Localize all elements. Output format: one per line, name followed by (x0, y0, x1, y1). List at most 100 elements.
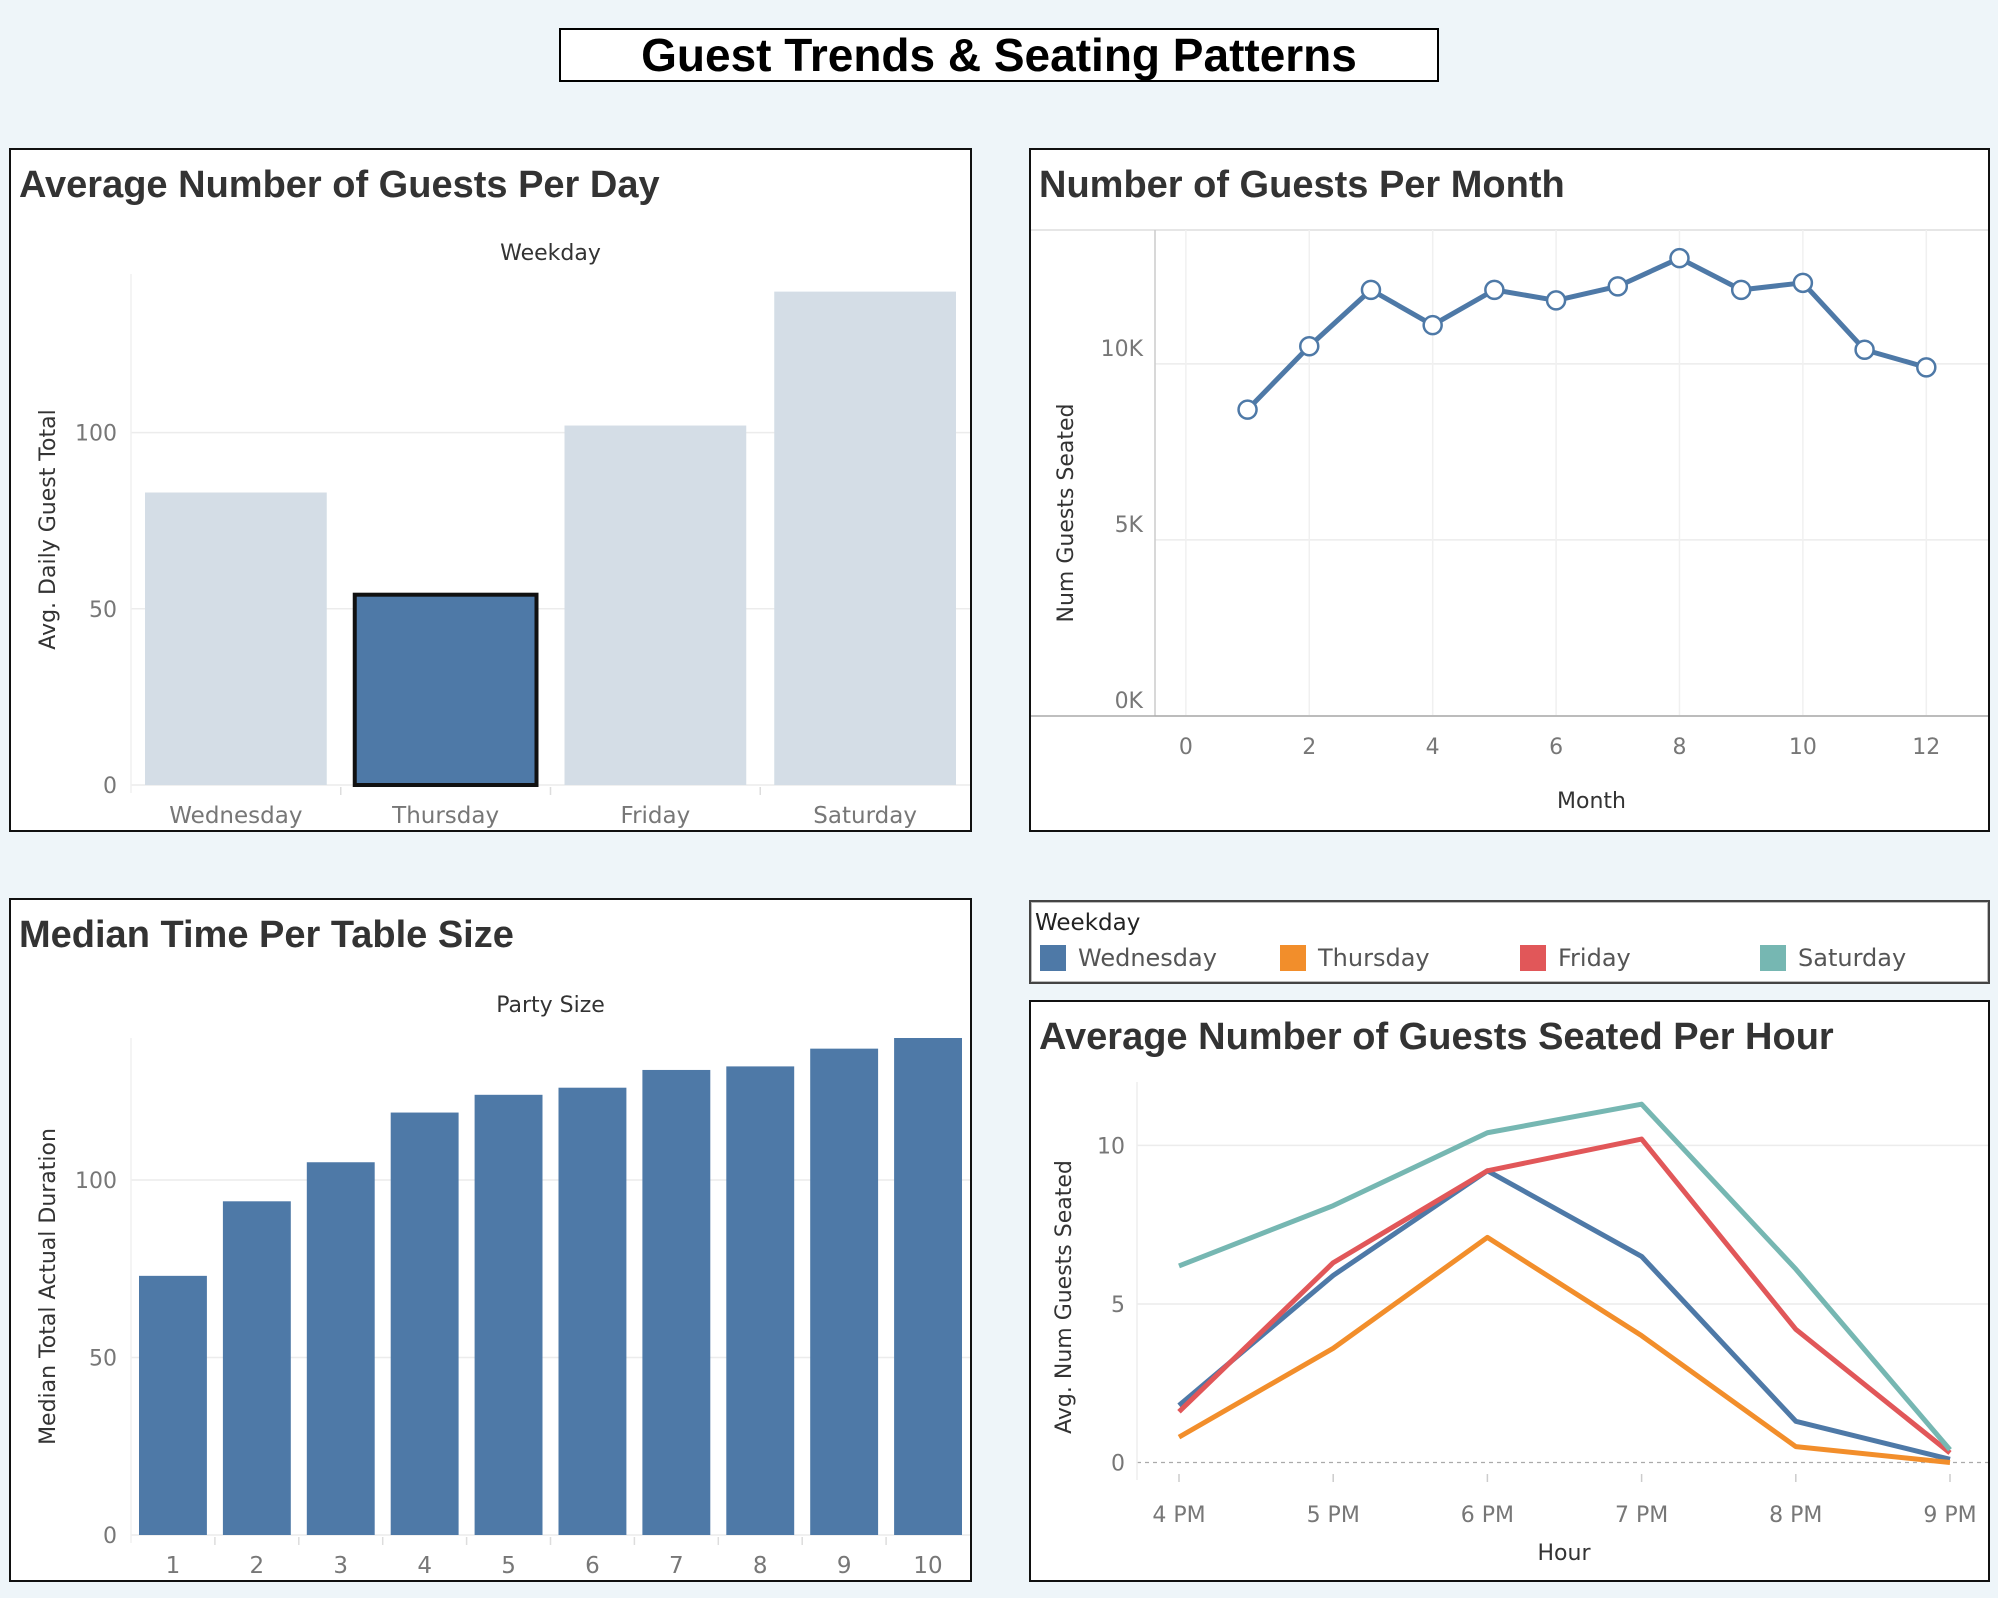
y-tick-label: 100 (75, 1169, 117, 1194)
legend-label: Thursday (1318, 944, 1430, 972)
x-tick-label: Friday (621, 803, 691, 829)
bar (810, 1048, 879, 1535)
data-point (1669, 247, 1690, 269)
bar (726, 1066, 795, 1535)
chart-guests-per-day: 0 50 100 Wednesday Thursday Friday Saturday Avg… (36, 241, 970, 829)
x-tick-label: 0 (1179, 735, 1193, 760)
x-axis-title: Month (1557, 789, 1626, 814)
x-tick-label: 4 (1426, 735, 1440, 760)
x-tick-label: 7 PM (1615, 1503, 1668, 1528)
x-tick-label: 8 (1672, 735, 1686, 760)
bar (774, 291, 956, 785)
x-tick-label: 6 (585, 1553, 600, 1579)
panel-guests-per-hour: Average Number of Guests Seated Per Hour… (1029, 1000, 1990, 1582)
bar (139, 1275, 207, 1535)
x-tick-label: 2 (1302, 735, 1316, 760)
y-axis-title: Median Total Actual Duration (36, 1128, 61, 1445)
data-point (1299, 335, 1320, 357)
y-tick-label: 0 (1111, 1451, 1125, 1476)
legend-swatch (1520, 945, 1546, 971)
y-tick-label: 0 (103, 774, 117, 799)
panel-title: Average Number of Guests Per Day (19, 164, 660, 206)
y-axis-title: Avg. Num Guests Seated (1052, 1160, 1077, 1434)
x-tick-label: 10 (1789, 735, 1817, 760)
x-tick-label: Saturday (813, 803, 917, 829)
panel-time-per-table: Median Time Per Table Size 0 50 100 1 2 3 4 5 6 7… (9, 898, 972, 1582)
x-tick-label: 9 PM (1923, 1503, 1976, 1528)
panel-guests-per-day: Average Number of Guests Per Day 0 50 100 W… (9, 148, 972, 832)
x-tick-label: 5 (501, 1553, 516, 1579)
x-tick-label: 6 (1549, 735, 1563, 760)
data-point (1792, 272, 1814, 294)
y-tick-label: 50 (89, 598, 117, 623)
data-point (1360, 279, 1382, 301)
y-tick-label: 10K (1101, 337, 1144, 362)
panel-title: Median Time Per Table Size (19, 914, 514, 956)
x-tick-label: 12 (1912, 735, 1940, 760)
legend-swatch (1040, 945, 1066, 971)
bar (352, 592, 539, 788)
bar (474, 1094, 543, 1535)
legend-swatch (1280, 945, 1306, 971)
data-point (1916, 357, 1937, 378)
bar (894, 1038, 962, 1535)
series-line-wednesday (1177, 1168, 1951, 1462)
y-axis-title: Num Guests Seated (1054, 403, 1079, 622)
data-point (1854, 339, 1875, 360)
x-tick-label: 2 (250, 1553, 265, 1579)
weekday-legend: Weekday Wednesday Thursday Friday Saturd… (1029, 900, 1990, 984)
legend-label: Friday (1558, 944, 1631, 972)
bar (145, 492, 327, 785)
series-line-thursday (1177, 1234, 1951, 1465)
chart-guests-per-hour: 0 5 10 4 PM 5 PM 6 PM 7 PM 8 PM 9 PM Avg. Num Gue… (1052, 1082, 1988, 1566)
x-tick-label: Thursday (391, 803, 499, 829)
chart-time-per-table: 0 50 100 1 2 3 4 5 6 7 8 9 10 Median Total Actual Dur… (36, 993, 970, 1579)
data-point (1607, 276, 1629, 297)
dashboard-title: Guest Trends & Seating Patterns (559, 28, 1439, 82)
x-tick-label: 6 PM (1461, 1503, 1514, 1528)
data-point (1422, 314, 1443, 336)
legend-label: Saturday (1798, 944, 1907, 972)
series-line-saturday (1178, 1101, 1952, 1452)
series-line-friday (1177, 1136, 1952, 1455)
bar (222, 1201, 291, 1535)
x-tick-label: 9 (837, 1553, 852, 1579)
legend-swatch (1760, 945, 1786, 971)
series-line (1245, 255, 1927, 412)
y-tick-label: 0K (1115, 689, 1144, 714)
x-tick-label: Wednesday (169, 803, 302, 829)
legend-item-thursday[interactable]: Thursday (1280, 944, 1430, 972)
data-point (1730, 279, 1752, 301)
x-tick-label: 8 PM (1769, 1503, 1822, 1528)
legend-item-friday[interactable]: Friday (1520, 944, 1631, 972)
x-tick-label: 5 PM (1307, 1503, 1360, 1528)
panel-title: Average Number of Guests Seated Per Hour (1039, 1016, 1834, 1058)
y-tick-label: 50 (89, 1347, 117, 1372)
panel-title: Number of Guests Per Month (1039, 164, 1565, 206)
x-tick-label: 3 (333, 1553, 348, 1579)
y-axis-title: Avg. Daily Guest Total (36, 409, 61, 649)
bar (564, 425, 747, 785)
x-tick-label: 10 (913, 1553, 942, 1579)
x-tick-label: 8 (753, 1553, 768, 1579)
data-point (1545, 290, 1567, 311)
y-tick-label: 5 (1111, 1293, 1125, 1318)
x-tick-label: 4 (417, 1553, 432, 1579)
y-tick-label: 5K (1115, 513, 1144, 538)
chart-guests-per-month: 0K 5K 10K 0 2 4 6 8 10 12 Num Guests Seated Month (1031, 229, 1988, 814)
column-header: Weekday (500, 241, 601, 266)
column-header: Party Size (496, 993, 605, 1018)
legend-label: Wednesday (1078, 944, 1217, 972)
data-point (1484, 279, 1505, 301)
bar (642, 1069, 711, 1535)
legend-title: Weekday (1035, 910, 1141, 936)
x-axis-title: Hour (1538, 1541, 1592, 1566)
x-tick-label: 4 PM (1152, 1503, 1205, 1528)
panel-guests-per-month: Number of Guests Per Month 0K 5K 10K 0 2 4 6 8 1… (1029, 148, 1990, 832)
bar (306, 1162, 375, 1535)
x-tick-label: 1 (166, 1553, 181, 1579)
bar (390, 1112, 459, 1535)
legend-item-wednesday[interactable]: Wednesday (1040, 944, 1217, 972)
y-tick-label: 100 (75, 422, 117, 447)
legend-item-saturday[interactable]: Saturday (1760, 944, 1906, 972)
